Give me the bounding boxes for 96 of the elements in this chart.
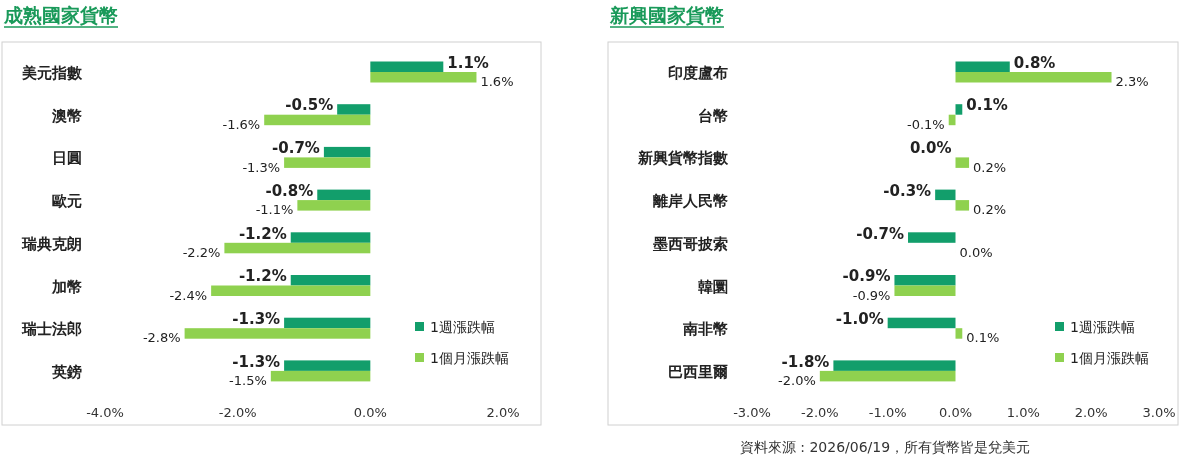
data-label: -0.3% <box>883 181 932 200</box>
data-label: -1.5% <box>229 373 267 389</box>
y-tick-label: 離岸人民幣 <box>652 192 728 211</box>
data-label: -0.7% <box>272 139 320 158</box>
data-label: -1.8% <box>781 352 830 371</box>
y-tick-label: 瑞典克朗 <box>21 234 82 253</box>
bar <box>370 72 477 83</box>
data-label: -0.9% <box>842 267 891 286</box>
x-tick-label: 0.0% <box>938 405 973 420</box>
y-tick-label: 印度盧布 <box>668 64 728 82</box>
y-tick-label: 澳幣 <box>51 106 82 125</box>
data-label: 0.0% <box>909 139 952 158</box>
data-label: 0.1% <box>966 96 1008 115</box>
data-label: 1.6% <box>480 74 514 90</box>
y-tick-label: 英鎊 <box>51 362 82 381</box>
y-tick-label: 加幣 <box>51 277 82 296</box>
data-label: -0.8% <box>265 181 314 200</box>
data-label: -2.4% <box>169 287 208 303</box>
data-label: -1.6% <box>222 116 261 132</box>
bar <box>224 242 371 254</box>
y-tick-label: 瑞士法郎 <box>21 320 82 339</box>
bar <box>894 275 956 286</box>
bar <box>284 360 371 371</box>
data-label: -2.8% <box>142 330 181 346</box>
data-label: -1.0% <box>835 309 884 328</box>
legend-label: 1週漲跌幅 <box>1070 319 1135 335</box>
bar <box>337 104 371 115</box>
data-label: -2.0% <box>778 373 816 389</box>
y-tick-label: 新興貨幣指數 <box>637 149 729 168</box>
bar <box>317 189 371 201</box>
data-label: 0.2% <box>973 159 1007 175</box>
bar <box>955 157 970 168</box>
legend-label: 1週漲跌幅 <box>430 319 495 335</box>
data-label: -0.7% <box>856 224 905 243</box>
bar <box>270 370 371 382</box>
legend-label: 1個月漲跌幅 <box>430 350 509 366</box>
x-tick-label: -2.0% <box>218 405 257 420</box>
chart-title: 成熟國家貨幣 <box>3 4 118 26</box>
y-tick-label: 墨西哥披索 <box>652 234 728 253</box>
x-tick-label: 2.0% <box>486 405 520 420</box>
bar <box>955 61 1010 72</box>
bar <box>184 328 371 339</box>
data-label: 1.1% <box>447 53 489 72</box>
chart-title: 新興國家貨幣 <box>609 4 724 26</box>
bar <box>955 72 1112 83</box>
data-label: -1.2% <box>238 224 287 243</box>
bar <box>955 104 963 115</box>
y-tick-label: 美元指數 <box>21 64 83 82</box>
data-label: -2.2% <box>182 245 221 261</box>
bar <box>833 360 956 371</box>
bar <box>955 200 970 211</box>
data-label: -0.5% <box>285 96 334 115</box>
source-note: 資料來源 : 2026/06/19，所有貨幣皆是兌美元 <box>739 439 1031 455</box>
x-tick-label: -2.0% <box>800 405 839 420</box>
bar <box>264 114 371 126</box>
data-label: -0.1% <box>907 116 945 132</box>
x-tick-label: 1.0% <box>1006 405 1040 420</box>
data-label: 0.1% <box>966 330 1000 346</box>
bar <box>370 61 444 72</box>
bar <box>284 317 371 329</box>
y-tick-label: 韓圜 <box>698 277 728 296</box>
x-tick-label: 2.0% <box>1074 405 1108 420</box>
data-label: -0.9% <box>852 287 891 303</box>
legend-label: 1個月漲跌幅 <box>1070 350 1149 366</box>
data-label: -1.1% <box>255 202 294 218</box>
y-tick-label: 日圓 <box>52 149 82 168</box>
data-label: -1.3% <box>242 159 281 175</box>
bar <box>894 285 956 296</box>
x-tick-label: -3.0% <box>733 405 771 420</box>
bar <box>284 157 371 168</box>
bar <box>819 370 956 382</box>
bar <box>211 285 371 296</box>
data-label: -1.2% <box>238 267 287 286</box>
data-label: -1.3% <box>232 309 281 328</box>
bar <box>290 232 371 243</box>
bar <box>323 146 371 158</box>
y-tick-label: 歐元 <box>52 192 82 211</box>
x-tick-label: 0.0% <box>353 405 387 420</box>
bar <box>908 232 956 243</box>
bar <box>887 317 956 329</box>
data-label: 2.3% <box>1115 74 1149 90</box>
y-tick-label: 南非幣 <box>682 320 728 339</box>
x-tick-label: -4.0% <box>86 405 124 420</box>
data-label: 0.0% <box>959 245 993 261</box>
bar <box>935 189 956 201</box>
data-label: 0.8% <box>1013 53 1056 72</box>
bar <box>948 114 956 126</box>
bar <box>955 328 963 339</box>
data-label: -1.3% <box>232 352 281 371</box>
y-tick-label: 台幣 <box>698 106 728 125</box>
bar <box>297 200 371 211</box>
bar <box>290 275 371 286</box>
y-tick-label: 巴西里爾 <box>668 362 728 381</box>
x-tick-label: 3.0% <box>1142 405 1176 420</box>
x-tick-label: -1.0% <box>868 405 907 420</box>
data-label: 0.2% <box>973 202 1007 218</box>
